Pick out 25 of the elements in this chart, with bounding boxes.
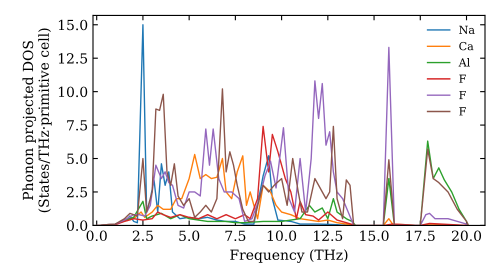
x-tick-label: 2.5: [132, 230, 153, 242]
x-tick-label: 0.0: [86, 230, 107, 242]
y-tick-label: 0.0: [66, 220, 88, 231]
y-tick-label: 7.5: [67, 120, 88, 131]
x-tick-label: 20.0: [452, 230, 482, 242]
legend-label: F: [459, 74, 466, 83]
y-axis-title: Phonon projected DOS (States/THz·primitive cell): [22, 28, 52, 212]
x-tick-label: 10.0: [268, 230, 296, 242]
x-tick-label: 7.5: [226, 230, 246, 242]
legend-label: Ca: [459, 42, 474, 50]
x-axis-title: Frequency (THz): [230, 249, 348, 263]
y-tick-label: 5.0: [67, 153, 88, 164]
line-series: [96, 88, 470, 226]
y-tick-label: 2.5: [66, 186, 88, 198]
legend-label: F: [459, 107, 466, 116]
y-tick-label: 12.5: [58, 53, 88, 64]
x-tick-label: 17.5: [406, 230, 435, 242]
y-tick-label: 15.0: [58, 20, 88, 30]
x-tick-label: 5.0: [179, 230, 200, 242]
x-tick-label: 12.5: [314, 230, 342, 242]
legend-label: F: [459, 90, 466, 100]
y-tick-label: 10.0: [58, 86, 88, 98]
legend-label: Al: [458, 58, 470, 66]
legend-label: Na: [459, 26, 475, 34]
x-tick-label: 15.0: [360, 230, 389, 242]
